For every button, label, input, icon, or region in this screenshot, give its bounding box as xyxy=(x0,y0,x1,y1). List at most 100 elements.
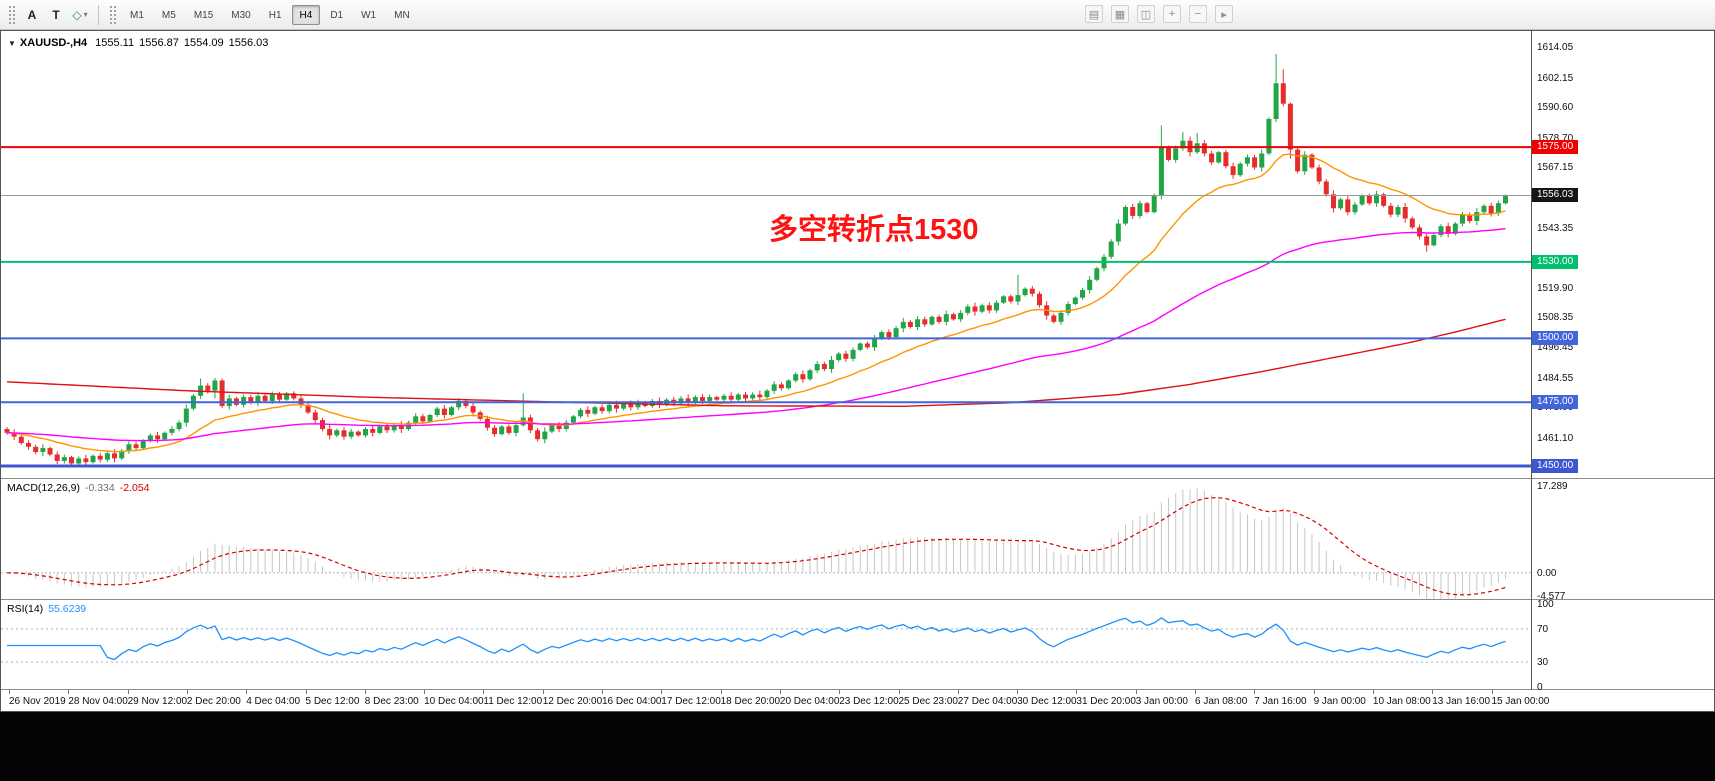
auto-scroll-icon[interactable]: ▸ xyxy=(1215,5,1233,23)
time-tick xyxy=(483,690,485,694)
time-tick xyxy=(898,690,900,694)
bottom-bar xyxy=(0,712,1715,781)
rsi-value: 55.6239 xyxy=(48,603,87,615)
macd-signal-line xyxy=(6,497,1506,596)
ohlc-open-value: 1555.11 xyxy=(95,37,135,49)
price-tick-label: 1578.70 xyxy=(1537,132,1574,144)
time-label: 4 Dec 04:00 xyxy=(246,696,301,707)
time-label: 3 Jan 00:00 xyxy=(1135,696,1188,707)
timeframe-button-d1[interactable]: D1 xyxy=(330,9,344,21)
timeframe-button-m15[interactable]: M15 xyxy=(193,9,214,21)
price-tick-label: 1519.90 xyxy=(1537,282,1574,294)
time-label: 5 Dec 12:00 xyxy=(305,696,360,707)
ohlc-low-value: 1554.09 xyxy=(183,37,224,49)
time-axis[interactable]: 26 Nov 2019 28 Nov 04:00 29 Nov 12:00 2 Dec… xyxy=(1,690,1714,711)
drawing-tools-group: A T ◇ ▾ xyxy=(20,4,92,26)
candles-layer xyxy=(4,54,1508,467)
rsi-line xyxy=(7,617,1506,661)
time-label: 15 Jan 00:00 xyxy=(1491,696,1550,707)
rsi-label: RSI(14) 55.6239 xyxy=(7,603,91,615)
time-label: 31 Dec 20:00 xyxy=(1076,696,1136,707)
macd-pane[interactable]: MACD(12,26,9) -0.334 -2.054 xyxy=(1,479,1531,599)
price-axis-divider xyxy=(1531,31,1532,690)
pane-separator-3[interactable] xyxy=(1,689,1714,690)
chart-marker-icon: ▼ xyxy=(8,39,16,48)
chart-annotation[interactable]: 多空转折点1530 xyxy=(769,214,979,246)
chart-title: ▼ XAUUSD-,H4 1555.11 1556.87 1554.09 1556.03 xyxy=(8,37,273,49)
macd-label: MACD(12,26,9) -0.334 -2.054 xyxy=(7,482,155,494)
text-tool-button-glyph: A xyxy=(27,7,37,22)
toolbar-grip[interactable] xyxy=(8,4,16,25)
zoom-in-icon[interactable]: + xyxy=(1163,5,1181,23)
timeframe-button-m30[interactable]: M30 xyxy=(231,9,251,21)
time-tick xyxy=(720,690,722,694)
time-label: 18 Dec 20:00 xyxy=(720,696,781,707)
price-tick-label: 1614.05 xyxy=(1537,42,1574,54)
timeframe-button-m1[interactable]: M1 xyxy=(130,9,144,21)
rsi-name: RSI(14) xyxy=(7,603,44,615)
chart-profiles-icon[interactable]: ▦ xyxy=(1111,5,1129,23)
timeframe-button-mn[interactable]: MN xyxy=(394,9,410,21)
time-tick xyxy=(246,690,248,694)
time-label: 30 Dec 12:00 xyxy=(1017,696,1077,707)
time-label: 27 Dec 04:00 xyxy=(957,696,1018,707)
shapes-tool-button-dropdown-icon[interactable]: ▾ xyxy=(83,10,88,19)
timeframe-button-h4[interactable]: H4 xyxy=(291,4,321,25)
toolbar-grip-2[interactable] xyxy=(109,4,117,25)
tile-windows-icon[interactable]: ◫ xyxy=(1137,5,1155,23)
rsi-axis-label: 30 xyxy=(1537,657,1549,669)
time-tick xyxy=(1491,690,1493,694)
price-tick-label: 1461.10 xyxy=(1537,432,1574,444)
time-label: 8 Dec 23:00 xyxy=(364,696,419,707)
text-frame-tool-button-glyph: T xyxy=(52,7,60,22)
price-tick-label: 1567.15 xyxy=(1537,162,1574,174)
time-tick xyxy=(1432,690,1434,694)
rsi-axis-label: 70 xyxy=(1537,623,1549,635)
main-chart-canvas[interactable] xyxy=(1,31,1531,478)
time-label: 9 Jan 00:00 xyxy=(1313,696,1366,707)
rsi-canvas[interactable] xyxy=(1,600,1531,689)
price-tick-label: 1484.55 xyxy=(1537,372,1574,384)
current-price-badge: 1556.03 xyxy=(1532,188,1579,203)
time-tick xyxy=(1017,690,1019,694)
time-tick xyxy=(602,690,603,694)
text-tool-button[interactable]: A xyxy=(21,4,43,26)
pane-separator[interactable] xyxy=(1,478,1714,479)
toolbar-separator xyxy=(98,4,99,25)
pane-separator-2[interactable] xyxy=(1,599,1714,600)
time-tick xyxy=(9,690,10,694)
shapes-tool-button[interactable]: ◇ ▾ xyxy=(69,4,91,26)
time-label: 2 Dec 20:00 xyxy=(186,696,241,707)
new-chart-icon[interactable]: ▤ xyxy=(1085,5,1103,23)
timeframe-button-w1[interactable]: W1 xyxy=(361,9,377,21)
time-label: 10 Dec 04:00 xyxy=(424,696,484,707)
chart-area: ▼ XAUUSD-,H4 1555.11 1556.87 1554.09 1556.03 … xyxy=(0,30,1715,712)
text-frame-tool-button[interactable]: T xyxy=(45,4,67,26)
time-tick xyxy=(1313,690,1315,694)
timeframe-button-m5[interactable]: M5 xyxy=(161,9,176,21)
time-tick xyxy=(779,690,781,694)
time-label: 29 Nov 12:00 xyxy=(127,696,188,707)
time-label: 23 Dec 12:00 xyxy=(839,696,899,707)
price-tick-label: 1508.35 xyxy=(1537,312,1574,324)
price-badge-1475-00: 1475.00 xyxy=(1532,395,1579,410)
time-label: 7 Jan 16:00 xyxy=(1254,696,1307,707)
macd-canvas[interactable] xyxy=(1,479,1531,599)
time-label: 28 Nov 04:00 xyxy=(68,696,128,707)
time-label: 10 Jan 08:00 xyxy=(1372,696,1431,707)
price-badge-1500-00: 1500.00 xyxy=(1532,331,1579,346)
time-label: 26 Nov 2019 xyxy=(9,696,66,707)
time-tick xyxy=(661,690,663,694)
zoom-out-icon[interactable]: − xyxy=(1189,5,1207,23)
rsi-pane[interactable]: RSI(14) 55.6239 xyxy=(1,600,1531,689)
time-label: 11 Dec 12:00 xyxy=(483,696,543,707)
timeframe-button-h1[interactable]: H1 xyxy=(268,9,282,21)
time-label: 13 Jan 16:00 xyxy=(1432,696,1491,707)
macd-histogram-layer xyxy=(13,488,1507,599)
time-tick xyxy=(839,690,841,694)
rsi-axis-label: 100 xyxy=(1537,599,1554,610)
time-tick xyxy=(1254,690,1256,694)
main-pane[interactable]: ▼ XAUUSD-,H4 1555.11 1556.87 1554.09 1556.03 … xyxy=(1,31,1531,478)
ma-line-slow-red xyxy=(6,318,1506,407)
price-tick-label: 1590.60 xyxy=(1537,102,1574,114)
